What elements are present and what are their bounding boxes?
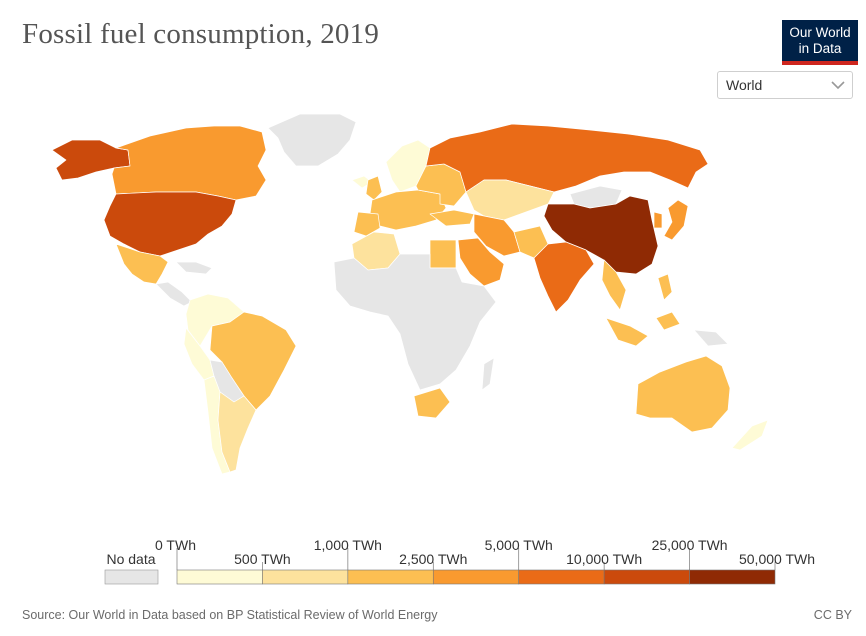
region-select-value: World bbox=[726, 77, 763, 93]
legend-bin-1 bbox=[262, 569, 349, 585]
map-korea[interactable] bbox=[653, 211, 663, 229]
map-saudi-arabia[interactable] bbox=[457, 237, 505, 287]
map-japan[interactable] bbox=[663, 199, 689, 241]
map-indonesia[interactable] bbox=[605, 317, 649, 347]
map-madagascar[interactable] bbox=[481, 357, 495, 391]
map-russia[interactable] bbox=[425, 123, 709, 193]
chevron-down-icon bbox=[831, 81, 845, 90]
map-turkey[interactable] bbox=[429, 209, 475, 227]
map-usa[interactable] bbox=[103, 191, 237, 257]
chart-title: Fossil fuel consumption, 2019 bbox=[22, 18, 380, 50]
owid-logo[interactable]: Our World in Data bbox=[782, 20, 858, 65]
legend-bin-5 bbox=[603, 569, 690, 585]
legend-label-3: 2,500 TWh bbox=[399, 551, 467, 567]
map-egypt[interactable] bbox=[429, 239, 457, 269]
map-south-africa[interactable] bbox=[413, 387, 451, 419]
map-iberia[interactable] bbox=[353, 211, 381, 237]
legend-bin-4 bbox=[518, 569, 605, 585]
legend-bin-6 bbox=[689, 569, 776, 585]
legend-label-7: 50,000 TWh bbox=[739, 551, 815, 567]
map-australia[interactable] bbox=[635, 355, 731, 433]
world-map[interactable] bbox=[0, 100, 866, 480]
map-iran[interactable] bbox=[473, 213, 521, 257]
map-india[interactable] bbox=[533, 241, 595, 313]
map-southeast-asia[interactable] bbox=[601, 259, 627, 311]
legend-label-4: 5,000 TWh bbox=[485, 537, 553, 553]
map-new-zealand[interactable] bbox=[731, 419, 769, 451]
no-data-legend: No data bbox=[104, 551, 159, 585]
legend-label-6: 25,000 TWh bbox=[652, 537, 728, 553]
no-data-label: No data bbox=[106, 551, 155, 567]
region-select[interactable]: World bbox=[717, 71, 853, 99]
map-western-europe[interactable] bbox=[369, 189, 447, 231]
map-mexico[interactable] bbox=[115, 243, 169, 285]
legend-label-5: 10,000 TWh bbox=[566, 551, 642, 567]
map-central-america[interactable] bbox=[155, 281, 193, 307]
map-philippines[interactable] bbox=[657, 273, 673, 301]
map-caribbean[interactable] bbox=[175, 261, 213, 275]
map-indonesia-east[interactable] bbox=[655, 311, 681, 331]
license-link[interactable]: CC BY bbox=[813, 608, 852, 622]
logo-line-1: Our World bbox=[789, 25, 851, 40]
map-greenland[interactable] bbox=[267, 113, 357, 167]
map-argentina[interactable] bbox=[217, 391, 257, 473]
map-africa[interactable] bbox=[333, 253, 497, 391]
legend-label-2: 1,000 TWh bbox=[314, 537, 382, 553]
map-canada[interactable] bbox=[111, 125, 267, 201]
legend-label-1: 500 TWh bbox=[234, 551, 291, 567]
map-uk[interactable] bbox=[365, 175, 383, 201]
legend-bin-0 bbox=[176, 569, 263, 585]
color-legend: No data 0 TWh 500 TWh 1,000 TWh 2,500 TWh 5,… bbox=[104, 537, 815, 585]
legend-bins: 0 TWh 500 TWh 1,000 TWh 2,500 TWh 5,000 TWh 1… bbox=[155, 537, 815, 585]
legend-bin-2 bbox=[347, 569, 434, 585]
logo-bar bbox=[782, 61, 858, 65]
legend-bin-3 bbox=[432, 569, 520, 585]
map-china[interactable] bbox=[543, 195, 659, 275]
source-note: Source: Our World in Data based on BP St… bbox=[22, 608, 438, 622]
map-papua[interactable] bbox=[693, 329, 729, 347]
legend-label-0: 0 TWh bbox=[155, 537, 196, 553]
no-data-swatch bbox=[104, 569, 159, 585]
logo-line-2: in Data bbox=[798, 41, 842, 56]
